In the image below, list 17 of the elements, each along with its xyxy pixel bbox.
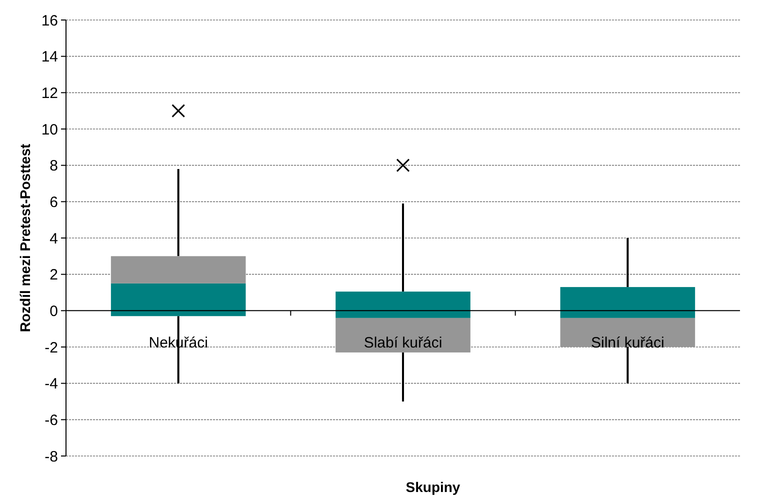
x-tick-label: Slabí kuřáci [364, 334, 442, 352]
y-tick-label: 10 [41, 121, 58, 138]
y-tick-label: 0 [50, 302, 58, 320]
y-tick-label: 2 [50, 266, 58, 284]
y-tick-label: -6 [44, 412, 58, 429]
y-tick-label: 6 [50, 194, 58, 211]
y-tick-label: 4 [50, 230, 58, 248]
y-tick-label: 14 [41, 48, 58, 66]
y-tick-label: 16 [41, 12, 58, 30]
x-tick-label: Silní kuřáci [590, 334, 664, 352]
y-tick-label: 8 [50, 158, 58, 175]
y-tick-label: 12 [41, 84, 58, 102]
y-axis-title: Rozdíl mezi Pretest-Posttest [17, 144, 33, 332]
y-tick-label: -8 [44, 448, 58, 466]
x-axis-title: Skupiny [406, 479, 460, 495]
y-tick-label: -4 [44, 376, 58, 393]
y-tick-label: -2 [44, 339, 58, 356]
